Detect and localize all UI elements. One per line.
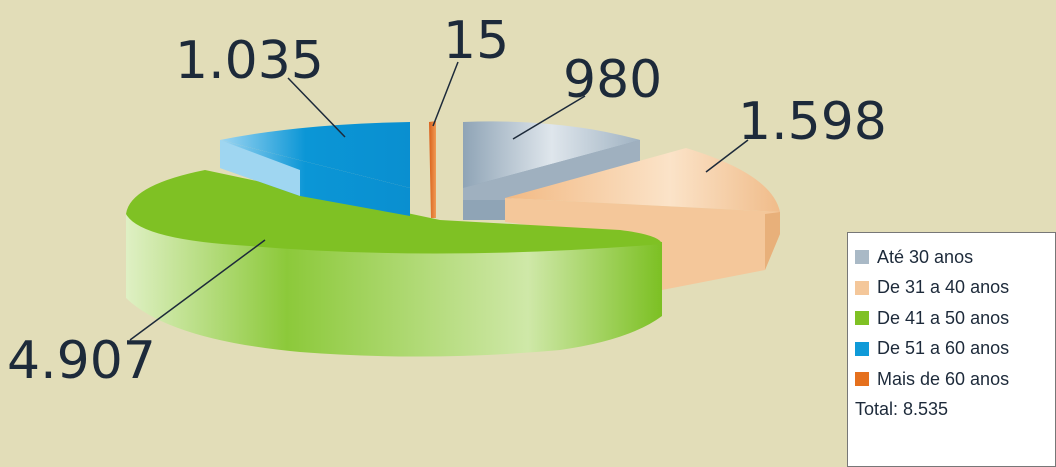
legend-swatch: [855, 311, 869, 326]
legend-label: Mais de 60 anos: [877, 368, 1010, 389]
pie-slice-de-51-a-60-anos: [220, 122, 410, 216]
data-label-ate-30-anos: 980: [563, 50, 662, 110]
leader-line-1035: [287, 77, 346, 138]
legend-item-de-31-a-40-anos: De 31 a 40 anos: [855, 273, 1055, 304]
data-label-de-51-a-60-anos: 1.035: [175, 31, 324, 91]
legend-item-mais-de-60-anos: Mais de 60 anos: [855, 364, 1055, 395]
legend-label: De 31 a 40 anos: [877, 277, 1010, 298]
legend-item-de-41-a-50-anos: De 41 a 50 anos: [855, 303, 1055, 334]
leader-line-1598: [705, 139, 749, 173]
legend-swatch: [855, 372, 869, 387]
data-label-de-41-a-50-anos: 4.907: [7, 331, 156, 391]
legend-swatch: [855, 280, 869, 295]
chart-legend: Até 30 anos De 31 a 40 anos De 41 a 50 a…: [847, 232, 1056, 467]
pie-slice-de-31-a-40-anos: [505, 148, 780, 290]
legend-item-de-51-a-60-anos: De 51 a 60 anos: [855, 334, 1055, 365]
data-label-mais-de-60-anos: 15: [443, 11, 509, 71]
data-label-de-31-a-40-anos: 1.598: [738, 92, 887, 152]
leader-line-15: [432, 61, 459, 127]
legend-label: De 41 a 50 anos: [877, 307, 1010, 328]
legend-label: Até 30 anos: [877, 246, 974, 267]
legend-swatch: [855, 341, 869, 356]
legend-item-ate-30-anos: Até 30 anos: [855, 242, 1055, 273]
legend-total: Total: 8.535: [855, 399, 949, 419]
pie-slice-mais-de-60-anos: [429, 121, 436, 218]
leader-line-4907: [129, 239, 266, 341]
legend-label: De 51 a 60 anos: [877, 338, 1010, 359]
legend-swatch: [855, 250, 869, 265]
pie-slice-ate-30-anos: [463, 121, 640, 220]
leader-line-980: [512, 95, 586, 140]
